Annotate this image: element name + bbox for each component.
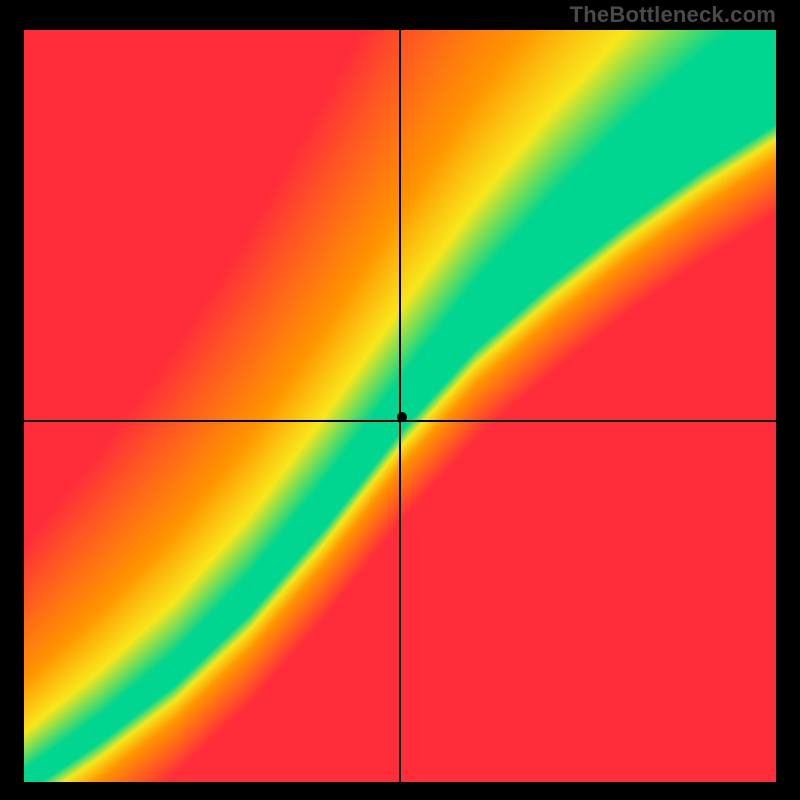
plot-area	[24, 30, 776, 782]
watermark-label: TheBottleneck.com	[570, 2, 776, 28]
chart-frame: TheBottleneck.com	[0, 0, 800, 800]
crosshair-vertical	[399, 30, 401, 782]
